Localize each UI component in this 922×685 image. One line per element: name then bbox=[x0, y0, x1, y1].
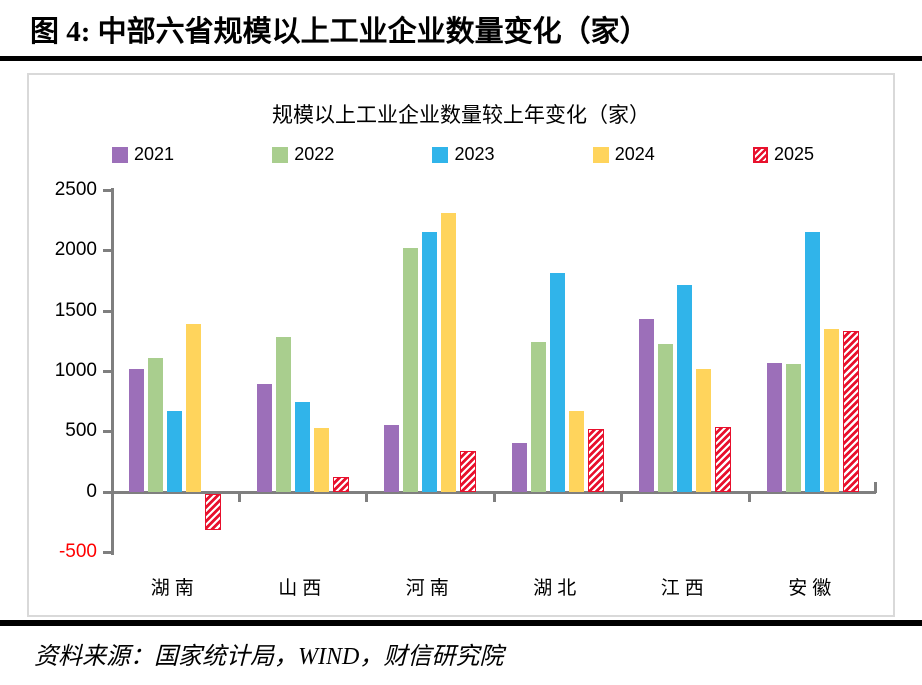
y-axis-line bbox=[111, 188, 114, 555]
bar-2021-江西 bbox=[639, 319, 655, 492]
x-axis-label: 湖南 bbox=[150, 578, 199, 599]
legend-label: 2025 bbox=[773, 144, 814, 164]
bar-2022-山西 bbox=[275, 337, 291, 492]
bar-2021-湖北 bbox=[511, 443, 527, 492]
bar-2024-湖南 bbox=[186, 323, 202, 492]
legend-item-2021: 2021 bbox=[112, 144, 174, 165]
y-axis-tick bbox=[103, 490, 111, 494]
bar-2025-湖南 bbox=[205, 493, 222, 530]
bar-2021-山西 bbox=[256, 384, 272, 492]
chart-legend: 2021 2022 2023 2024 2025 bbox=[112, 144, 814, 165]
y-axis-label: 2500 bbox=[54, 179, 97, 200]
bottom-divider bbox=[0, 620, 922, 626]
bar-2025-山西 bbox=[332, 477, 349, 492]
legend-label: 2024 bbox=[614, 144, 655, 164]
bar-2025-安徽 bbox=[842, 331, 859, 492]
source-note: 资料来源：国家统计局，WIND，财信研究院 bbox=[34, 644, 504, 670]
legend-item-2024: 2024 bbox=[592, 144, 655, 165]
bar-2023-湖北 bbox=[549, 273, 565, 492]
bar-2023-江西 bbox=[677, 285, 693, 492]
bar-2023-河南 bbox=[422, 232, 438, 492]
bar-2023-湖南 bbox=[167, 410, 183, 492]
y-axis-label: 2000 bbox=[54, 239, 97, 261]
legend-swatch-2023 bbox=[432, 146, 449, 163]
bar-2021-安徽 bbox=[766, 362, 782, 492]
legend-item-2025: 2025 bbox=[752, 144, 814, 165]
x-axis-line bbox=[111, 490, 876, 494]
y-axis-tick bbox=[103, 551, 111, 554]
y-axis-tick bbox=[103, 370, 111, 373]
bar-2021-湖南 bbox=[129, 368, 145, 492]
x-axis-label: 安徽 bbox=[788, 578, 837, 599]
legend-label: 2022 bbox=[294, 144, 335, 164]
bar-2024-安徽 bbox=[823, 328, 839, 492]
bar-2023-山西 bbox=[294, 402, 310, 492]
bar-2025-江西 bbox=[715, 426, 732, 492]
y-axis-tick bbox=[103, 189, 111, 192]
bar-2021-河南 bbox=[384, 425, 400, 492]
legend-swatch-2021 bbox=[112, 146, 128, 163]
figure-title: 图 4: 中部六省规模以上工业企业数量变化（家） bbox=[30, 16, 649, 48]
chart-title: 规模以上工业企业数量较上年变化（家） bbox=[272, 104, 650, 127]
y-axis-label: 1500 bbox=[54, 299, 97, 321]
legend-swatch-2024 bbox=[592, 146, 609, 163]
x-axis-label: 湖北 bbox=[533, 578, 582, 599]
bar-2022-江西 bbox=[658, 344, 674, 492]
y-axis-label: 500 bbox=[65, 420, 97, 442]
top-divider bbox=[0, 56, 922, 61]
y-axis-label: -500 bbox=[58, 541, 97, 562]
category-tick bbox=[492, 493, 496, 502]
legend-item-2022: 2022 bbox=[272, 144, 334, 165]
legend-swatch-2022 bbox=[272, 146, 289, 163]
category-tick bbox=[620, 493, 623, 502]
legend-label: 2021 bbox=[134, 144, 175, 164]
bar-2022-河南 bbox=[403, 247, 419, 492]
bar-2024-湖北 bbox=[568, 410, 584, 492]
bar-2024-河南 bbox=[441, 212, 457, 492]
x-axis-label: 山西 bbox=[278, 578, 327, 599]
legend-swatch-2025 bbox=[752, 146, 768, 163]
bar-2023-安徽 bbox=[804, 232, 820, 492]
bar-2022-安徽 bbox=[785, 363, 801, 492]
x-axis-label: 河南 bbox=[405, 578, 454, 599]
bar-2025-河南 bbox=[460, 450, 477, 492]
y-axis-tick bbox=[103, 309, 111, 313]
legend-item-2023: 2023 bbox=[432, 144, 495, 165]
y-axis-tick bbox=[103, 430, 111, 434]
x-axis-label: 江西 bbox=[660, 578, 709, 599]
y-axis-tick bbox=[103, 249, 111, 253]
category-tick bbox=[365, 493, 368, 502]
bar-2025-湖北 bbox=[587, 428, 604, 492]
category-tick bbox=[237, 493, 241, 502]
category-tick bbox=[747, 493, 751, 502]
bar-2022-湖南 bbox=[148, 357, 164, 492]
bar-2022-湖北 bbox=[530, 342, 546, 492]
chart-panel: 规模以上工业企业数量较上年变化（家） 2021 2022 2023 2024 2025 … bbox=[27, 73, 895, 617]
y-axis-label: 0 bbox=[86, 480, 97, 502]
bar-2024-山西 bbox=[313, 427, 329, 492]
y-axis-label: 1000 bbox=[54, 360, 97, 381]
bar-2024-江西 bbox=[696, 368, 712, 492]
axis-end-cap bbox=[874, 481, 877, 493]
legend-label: 2023 bbox=[454, 144, 495, 164]
